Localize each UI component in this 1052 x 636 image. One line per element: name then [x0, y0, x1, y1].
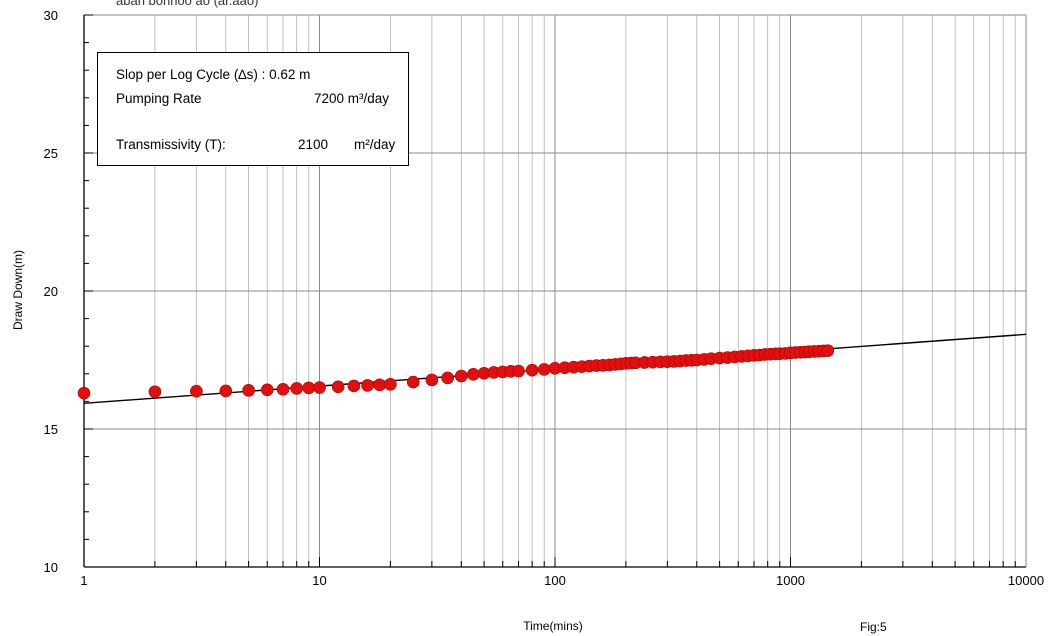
x-tick-label: 10000 [1008, 573, 1044, 588]
data-point [276, 382, 290, 396]
data-point [821, 344, 835, 357]
legend-pumping-label: Pumping Rate [116, 91, 202, 106]
y-axis-label: Draw Down(m) [11, 250, 25, 330]
y-tick-label: 25 [44, 146, 58, 161]
data-point [302, 381, 316, 395]
data-point [77, 386, 91, 400]
legend-pumping-value: 7200 m³/day [314, 91, 390, 106]
y-tick-label: 20 [44, 284, 58, 299]
data-point [148, 385, 162, 399]
data-point [425, 373, 439, 387]
data-point [467, 368, 480, 381]
data-point [313, 381, 326, 394]
x-tick-label: 100 [544, 573, 566, 588]
figure-label: Fig:5 [860, 620, 887, 634]
legend-box: Slop per Log Cycle (∆s) : 0.62 m Pumping… [97, 52, 409, 166]
x-tick-label: 1 [80, 573, 87, 588]
header-fragment: aban bonnoo ao (ar.aao) [116, 0, 259, 8]
data-point [525, 363, 539, 377]
x-axis-label: Time(mins) [523, 619, 583, 633]
data-point [242, 384, 255, 397]
data-point [331, 380, 345, 394]
data-point [373, 378, 386, 392]
tick-labels: 1 10 100 1000 10000 10 15 20 25 30 [44, 8, 1045, 588]
x-tick-label: 1000 [776, 573, 805, 588]
data-point [537, 363, 551, 376]
y-tick-label: 15 [44, 422, 58, 437]
legend-transmissivity-value: 2100 [298, 137, 329, 152]
y-tick-label: 30 [44, 8, 58, 23]
data-point [384, 377, 397, 391]
data-point [347, 379, 361, 393]
data-point [441, 371, 454, 385]
data-point [190, 384, 203, 398]
data-points [77, 344, 835, 400]
data-point [260, 383, 274, 397]
y-tick-label: 10 [44, 560, 58, 575]
data-point [219, 384, 233, 398]
data-point [361, 379, 374, 392]
data-point [512, 364, 525, 378]
x-tick-label: 10 [312, 573, 326, 588]
data-point [454, 369, 468, 383]
legend-slope: Slop per Log Cycle (∆s) : 0.62 m [116, 67, 311, 82]
data-point [406, 375, 420, 389]
axes [83, 14, 1026, 568]
legend-transmissivity-unit: m²/day [354, 137, 396, 152]
data-point [290, 382, 303, 395]
legend-transmissivity-label: Transmissivity (T): [116, 137, 226, 152]
